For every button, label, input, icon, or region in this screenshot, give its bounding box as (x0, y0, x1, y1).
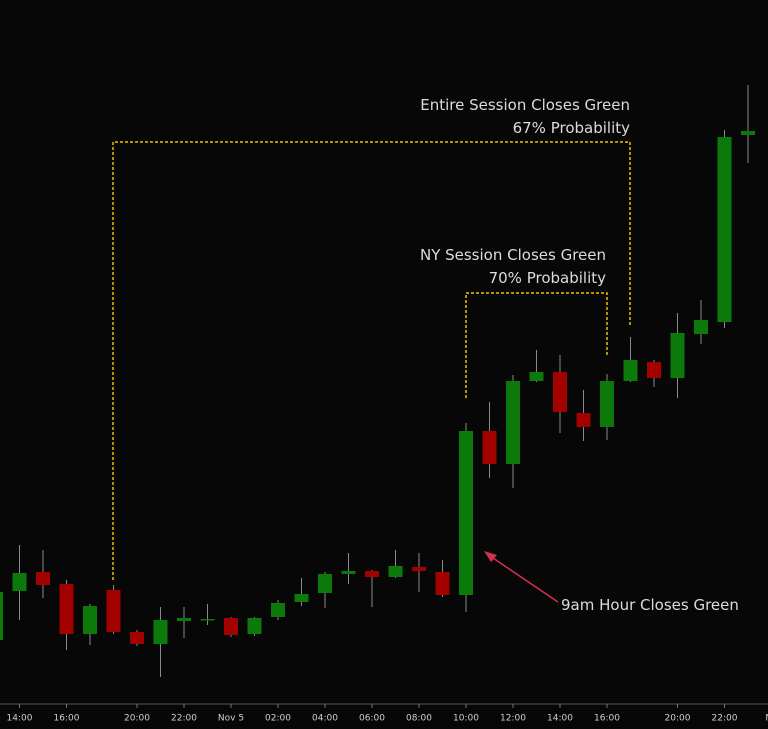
annotation: Entire Session Closes Green (420, 96, 630, 114)
candle-body (623, 360, 638, 381)
candle-body (0, 592, 3, 640)
annotation: 9am Hour Closes Green (561, 596, 739, 614)
x-tick-label: No (765, 714, 768, 724)
x-tick-label: 06:00 (359, 714, 385, 724)
x-tick-label: 10:00 (453, 714, 479, 724)
candle-body (600, 381, 614, 427)
x-tick-label: 22:00 (171, 714, 197, 724)
candle-body (506, 381, 520, 464)
candle-body (271, 603, 285, 617)
candle-body (412, 567, 426, 571)
x-tick-label: 02:00 (265, 714, 291, 724)
candle-body (153, 620, 168, 644)
candle-body (36, 572, 50, 585)
annotation: NY Session Closes Green (420, 246, 606, 264)
candle-body (59, 584, 74, 634)
session-bracket (112, 141, 631, 580)
x-tick-label: 12:00 (500, 714, 526, 724)
candle-body (177, 618, 191, 621)
x-tick-label: 20:00 (124, 714, 150, 724)
candle-body (294, 594, 309, 602)
candle-body (12, 573, 27, 591)
ny-bracket (465, 292, 608, 398)
candle-body (459, 431, 473, 595)
candle-body (365, 571, 379, 577)
candle-body (318, 574, 332, 593)
candle-body (670, 333, 685, 378)
x-tick-label: 20:00 (665, 714, 691, 724)
candle-body (553, 372, 567, 412)
candles (0, 85, 755, 677)
x-tick-label: 14:00 (7, 714, 33, 724)
candle-body (435, 572, 450, 595)
annotation: 67% Probability (513, 119, 631, 137)
candle-body (717, 137, 732, 322)
candle-body (388, 566, 403, 577)
annotation: 70% Probability (489, 269, 607, 287)
candle-body (224, 618, 238, 635)
x-tick-label: 22:00 (712, 714, 738, 724)
x-tick-label: 16:00 (54, 714, 80, 724)
candle-body (741, 131, 755, 135)
candle-body (341, 571, 356, 574)
candle-body (247, 618, 262, 634)
candle-body (482, 431, 497, 464)
x-tick-label: 16:00 (594, 714, 620, 724)
candle-body (576, 413, 591, 427)
x-tick-label: 04:00 (312, 714, 338, 724)
x-tick-label: 08:00 (406, 714, 432, 724)
candle-body (106, 590, 121, 632)
candle-body (529, 372, 544, 381)
candle-body (200, 619, 215, 621)
candle-body (647, 362, 661, 378)
arrow-head (484, 551, 497, 562)
arrow (489, 555, 559, 603)
candle-body (83, 606, 97, 634)
candle-body (694, 320, 708, 334)
x-tick-label: Nov 5 (218, 714, 244, 724)
candle-body (130, 632, 144, 644)
x-tick-label: 14:00 (547, 714, 573, 724)
